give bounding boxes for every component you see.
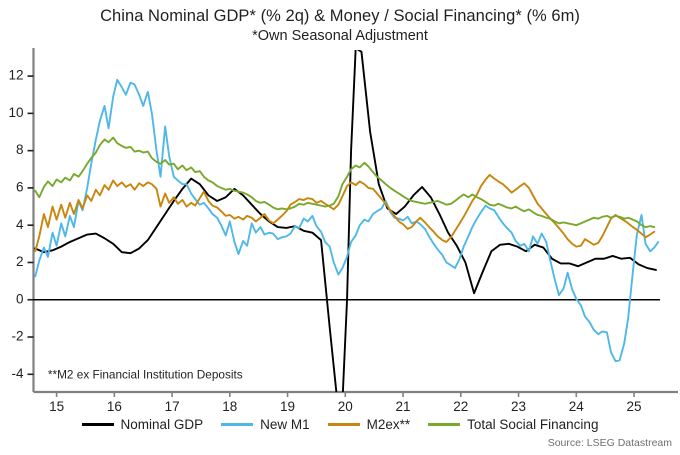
page-title: China Nominal GDP* (% 2q) & Money / Soci… (100, 7, 580, 25)
legend-swatch-m2ex (327, 423, 360, 426)
legend-item-nominal-gdp[interactable]: Nominal GDP (81, 417, 204, 432)
y-tick-label: 10 (8, 105, 23, 120)
x-tick-label: 21 (396, 399, 411, 412)
x-tick-label: 24 (569, 399, 585, 412)
x-tick-label: 16 (107, 399, 122, 412)
x-tick-label: 15 (49, 399, 64, 412)
y-tick-label: 8 (16, 142, 24, 157)
legend-label-total-social-financing: Total Social Financing (467, 417, 599, 432)
x-tick-label: 23 (511, 399, 526, 412)
source-label: Source: LSEG Datastream (547, 437, 672, 449)
legend-item-total-social-financing[interactable]: Total Social Financing (428, 417, 598, 432)
y-tick-label: 0 (16, 291, 24, 306)
y-tick-label: 12 (8, 68, 23, 83)
legend-item-new-m1[interactable]: New M1 (221, 417, 310, 432)
series-line-m2ex (34, 173, 656, 253)
legend-label-m2ex: M2ex** (366, 417, 411, 432)
chart-legend: Nominal GDP New M1 M2ex** Total Social F… (0, 417, 680, 432)
x-tick-label: 22 (453, 399, 468, 412)
legend-swatch-nominal-gdp (81, 423, 114, 426)
chart-subtitle: *Own Seasonal Adjustment (252, 28, 428, 44)
series-line-total-social-financing (34, 136, 656, 229)
y-tick-label: -4 (11, 366, 23, 381)
chart-title-block: China Nominal GDP* (% 2q) & Money / Soci… (0, 6, 680, 46)
legend-label-new-m1: New M1 (260, 417, 310, 432)
series-line-nominal-gdp (34, 50, 657, 392)
x-tick-label: 25 (627, 399, 642, 412)
legend-swatch-total-social-financing (428, 423, 461, 426)
y-tick-label: 6 (16, 179, 24, 194)
x-tick-label: 20 (338, 399, 353, 412)
y-tick-label: -2 (11, 329, 23, 344)
legend-label-nominal-gdp: Nominal GDP (120, 417, 204, 432)
x-tick-label: 17 (165, 399, 180, 412)
chart-annotation: **M2 ex Financial Institution Deposits (48, 367, 243, 381)
y-tick-label: 2 (16, 254, 24, 269)
legend-item-m2ex[interactable]: M2ex** (327, 417, 411, 432)
y-tick-label: 4 (16, 217, 24, 232)
legend-swatch-new-m1 (221, 423, 254, 426)
series-line-new-m1 (34, 78, 660, 363)
series-group (34, 50, 660, 392)
x-tick-label: 19 (280, 399, 295, 412)
x-tick-label: 18 (222, 399, 237, 412)
